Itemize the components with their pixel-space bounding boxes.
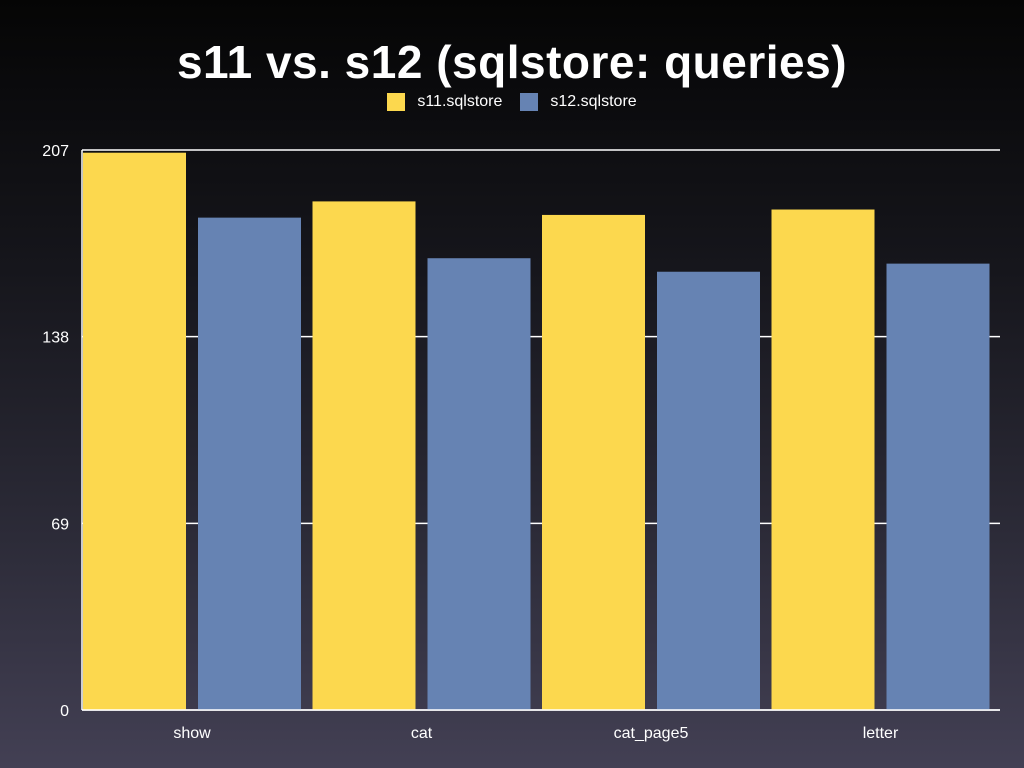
y-tick-label-207: 207 (42, 143, 69, 160)
chart-legend: s11.sqlstore s12.sqlstore (0, 93, 1024, 111)
y-tick-label-0: 0 (60, 703, 69, 720)
x-tick-label-cat: cat (411, 725, 433, 742)
y-tick-label-69: 69 (51, 516, 69, 533)
bar-s12-cat_page5 (657, 271, 760, 710)
x-tick-label-cat_page5: cat_page5 (614, 725, 689, 742)
legend-label-s11: s11.sqlstore (417, 93, 503, 110)
legend-swatch-s11 (387, 93, 406, 111)
bar-s11-show (83, 152, 186, 710)
chart-title: s11 vs. s12 (sqlstore: queries) (176, 36, 848, 88)
y-tick-label-138: 138 (42, 330, 69, 347)
legend-label-s12: s12.sqlstore (550, 93, 637, 110)
bar-s12-cat (427, 258, 531, 710)
legend-item-s11: s11.sqlstore (387, 93, 502, 111)
bar-s11-cat (312, 201, 416, 710)
x-tick-label-show: show (173, 725, 211, 742)
bar-s11-letter (771, 209, 875, 710)
bar-s12-letter (886, 263, 990, 710)
legend-swatch-s12 (520, 93, 539, 111)
bar-s11-cat_page5 (542, 214, 645, 710)
x-tick-label-letter: letter (863, 725, 899, 742)
legend-item-s12: s12.sqlstore (520, 93, 637, 111)
bar-s12-show (198, 217, 301, 710)
